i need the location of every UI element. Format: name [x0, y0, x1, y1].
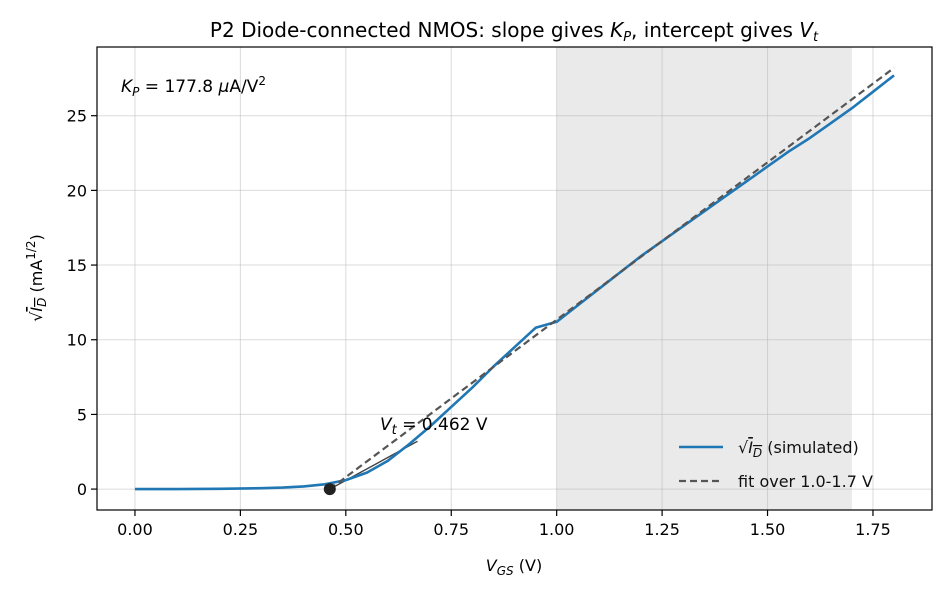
kp-annotation: KP = 177.8 μA/V2	[121, 74, 266, 99]
y-tick-label: 20	[67, 181, 87, 200]
y-tick-label: 0	[77, 480, 87, 499]
x-tick-label: 1.00	[539, 520, 575, 539]
chart-title: P2 Diode-connected NMOS: slope gives KP,…	[210, 18, 819, 45]
series-simulated-line	[134, 74, 895, 491]
legend-label-simulated: √ID (simulated)	[738, 438, 859, 460]
x-tick-label: 1.25	[644, 520, 680, 539]
x-tick-label: 0.00	[117, 520, 153, 539]
y-axis-ticks: 0 5 10 15 20 25	[67, 107, 97, 499]
x-tick-label: 0.50	[328, 520, 364, 539]
y-tick-label: 10	[67, 331, 87, 350]
series-fit-line	[329, 67, 895, 490]
x-axis-label: VGS (V)	[486, 556, 542, 578]
y-tick-label: 15	[67, 256, 87, 275]
fit-region-shade	[556, 47, 852, 510]
grid	[97, 47, 932, 510]
x-axis-ticks: 0.00 0.25 0.50 0.75 1.00 1.25 1.50 1.75	[117, 510, 891, 539]
y-tick-label: 5	[77, 405, 87, 424]
x-tick-label: 0.25	[223, 520, 259, 539]
vt-annotation: Vt = 0.462 V	[380, 415, 488, 438]
x-tick-label: 1.75	[855, 520, 891, 539]
x-tick-label: 1.50	[750, 520, 786, 539]
legend-label-fit: fit over 1.0-1.7 V	[738, 472, 873, 491]
vt-point-marker	[323, 483, 336, 496]
y-axis-label: √ID (mA1/2)	[24, 234, 49, 322]
legend: √ID (simulated) fit over 1.0-1.7 V	[679, 438, 873, 491]
series-group	[134, 67, 895, 496]
x-tick-label: 0.75	[433, 520, 469, 539]
plot-frame	[96, 46, 933, 511]
y-tick-label: 25	[67, 107, 87, 126]
